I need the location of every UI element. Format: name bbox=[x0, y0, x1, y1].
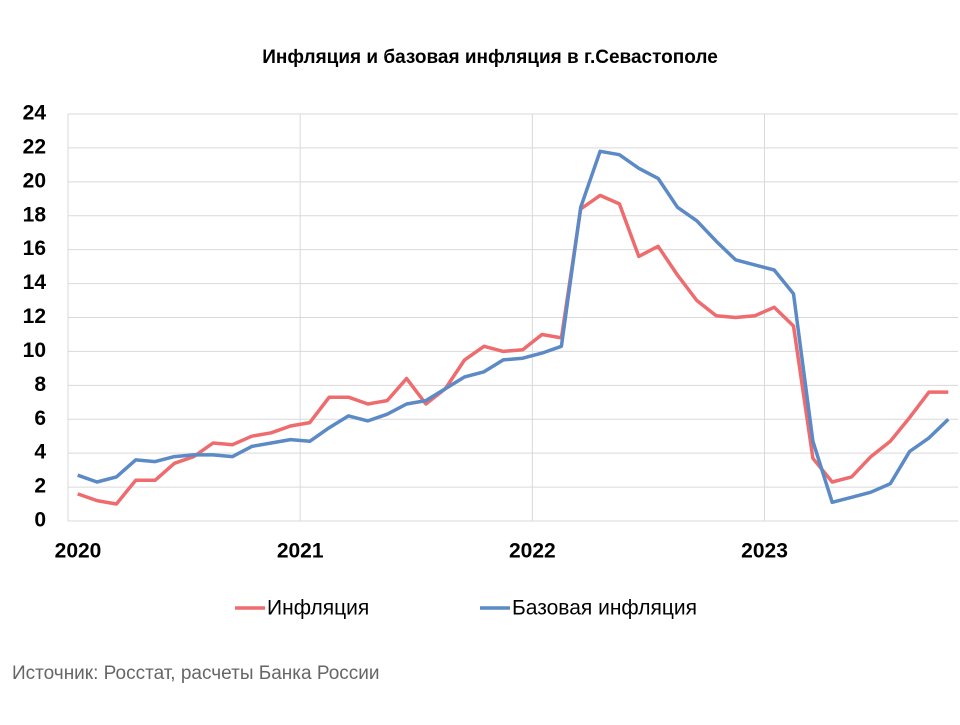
source-note: Источник: Росстат, расчеты Банка России bbox=[12, 663, 380, 684]
chart-title: Инфляция и базовая инфляция в г.Севастоп… bbox=[262, 47, 718, 68]
y-tick-label: 20 bbox=[23, 169, 46, 192]
y-tick-label: 8 bbox=[34, 373, 46, 396]
series-line bbox=[77, 193, 949, 506]
y-tick-label: 2 bbox=[34, 475, 46, 498]
legend-label: Базовая инфляция bbox=[512, 597, 697, 620]
y-tick-label: 0 bbox=[34, 509, 46, 532]
x-tick-label: 2020 bbox=[55, 540, 102, 563]
series-line bbox=[77, 149, 950, 505]
y-tick-label: 10 bbox=[23, 339, 46, 362]
y-tick-label: 24 bbox=[23, 102, 47, 125]
x-tick-label: 2021 bbox=[277, 540, 324, 563]
y-tick-label: 18 bbox=[23, 203, 47, 226]
y-tick-label: 14 bbox=[23, 271, 47, 294]
y-tick-label: 4 bbox=[34, 441, 46, 464]
x-tick-label: 2022 bbox=[509, 540, 556, 563]
y-tick-label: 6 bbox=[34, 407, 46, 430]
legend-label: Инфляция bbox=[267, 597, 369, 620]
y-tick-label: 12 bbox=[23, 305, 46, 328]
y-tick-label: 22 bbox=[23, 135, 46, 158]
x-tick-label: 2023 bbox=[741, 540, 788, 563]
y-tick-label: 16 bbox=[23, 237, 46, 260]
